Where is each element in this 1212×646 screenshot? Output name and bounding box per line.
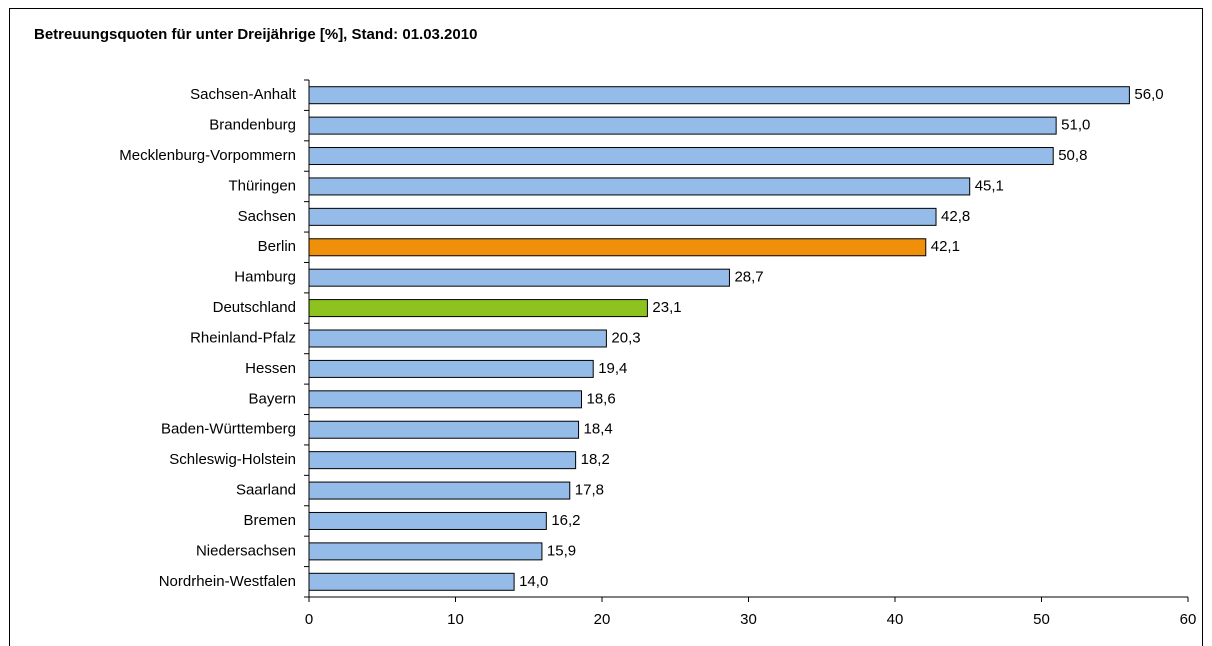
y-tick-label: Brandenburg [209, 117, 296, 134]
bar [308, 238, 927, 257]
x-tick-label: 30 [740, 611, 757, 628]
value-label: 23,1 [652, 299, 681, 316]
x-tick-label: 50 [1033, 611, 1050, 628]
y-tick-label: Deutschland [213, 299, 296, 316]
value-label: 42,1 [931, 238, 960, 255]
value-label: 18,2 [581, 451, 610, 468]
value-label: 56,0 [1134, 86, 1163, 103]
value-label: 20,3 [611, 329, 640, 346]
y-tick-label: Rheinland-Pfalz [190, 329, 296, 346]
value-label: 14,0 [519, 573, 548, 590]
value-label: 28,7 [734, 269, 763, 286]
bar [308, 420, 580, 439]
y-tick-label: Hamburg [234, 269, 296, 286]
bar [308, 177, 971, 196]
bar [308, 299, 648, 318]
bar [308, 390, 582, 409]
y-tick-label: Bayern [248, 390, 296, 407]
y-tick-label: Baden-Württemberg [161, 421, 296, 438]
value-label: 16,2 [551, 512, 580, 529]
chart-frame [9, 8, 1203, 646]
bar [308, 207, 937, 226]
value-label: 45,1 [975, 177, 1004, 194]
bar [308, 451, 577, 470]
y-tick-label: Berlin [258, 238, 296, 255]
y-tick-label: Schleswig-Holstein [169, 451, 296, 468]
y-tick-label: Hessen [245, 360, 296, 377]
x-tick-label: 0 [305, 611, 313, 628]
bar [308, 86, 1130, 105]
value-label: 17,8 [575, 482, 604, 499]
chart-title: Betreuungsquoten für unter Dreijährige [… [34, 26, 477, 43]
bar [308, 268, 730, 287]
value-label: 51,0 [1061, 117, 1090, 134]
y-tick-label: Thüringen [228, 177, 296, 194]
bar [308, 147, 1054, 166]
bar [308, 481, 571, 500]
value-label: 42,8 [941, 208, 970, 225]
y-tick-label: Saarland [236, 482, 296, 499]
bar [308, 542, 543, 561]
bar [308, 329, 607, 348]
y-tick-label: Mecklenburg-Vorpommern [119, 147, 296, 164]
y-tick-label: Sachsen [238, 208, 296, 225]
y-tick-label: Nordrhein-Westfalen [159, 573, 296, 590]
y-tick-label: Bremen [243, 512, 296, 529]
x-tick-label: 10 [447, 611, 464, 628]
value-label: 18,4 [584, 421, 613, 438]
value-label: 19,4 [598, 360, 627, 377]
bar [308, 511, 547, 530]
y-tick-label: Niedersachsen [196, 542, 296, 559]
y-tick-label: Sachsen-Anhalt [190, 86, 297, 103]
x-tick-label: 20 [594, 611, 611, 628]
bar [308, 572, 515, 591]
bar [308, 116, 1057, 135]
value-label: 18,6 [586, 390, 615, 407]
bar [308, 359, 594, 378]
value-label: 15,9 [547, 542, 576, 559]
value-label: 50,8 [1058, 147, 1087, 164]
x-tick-label: 60 [1180, 611, 1197, 628]
x-tick-label: 40 [887, 611, 904, 628]
